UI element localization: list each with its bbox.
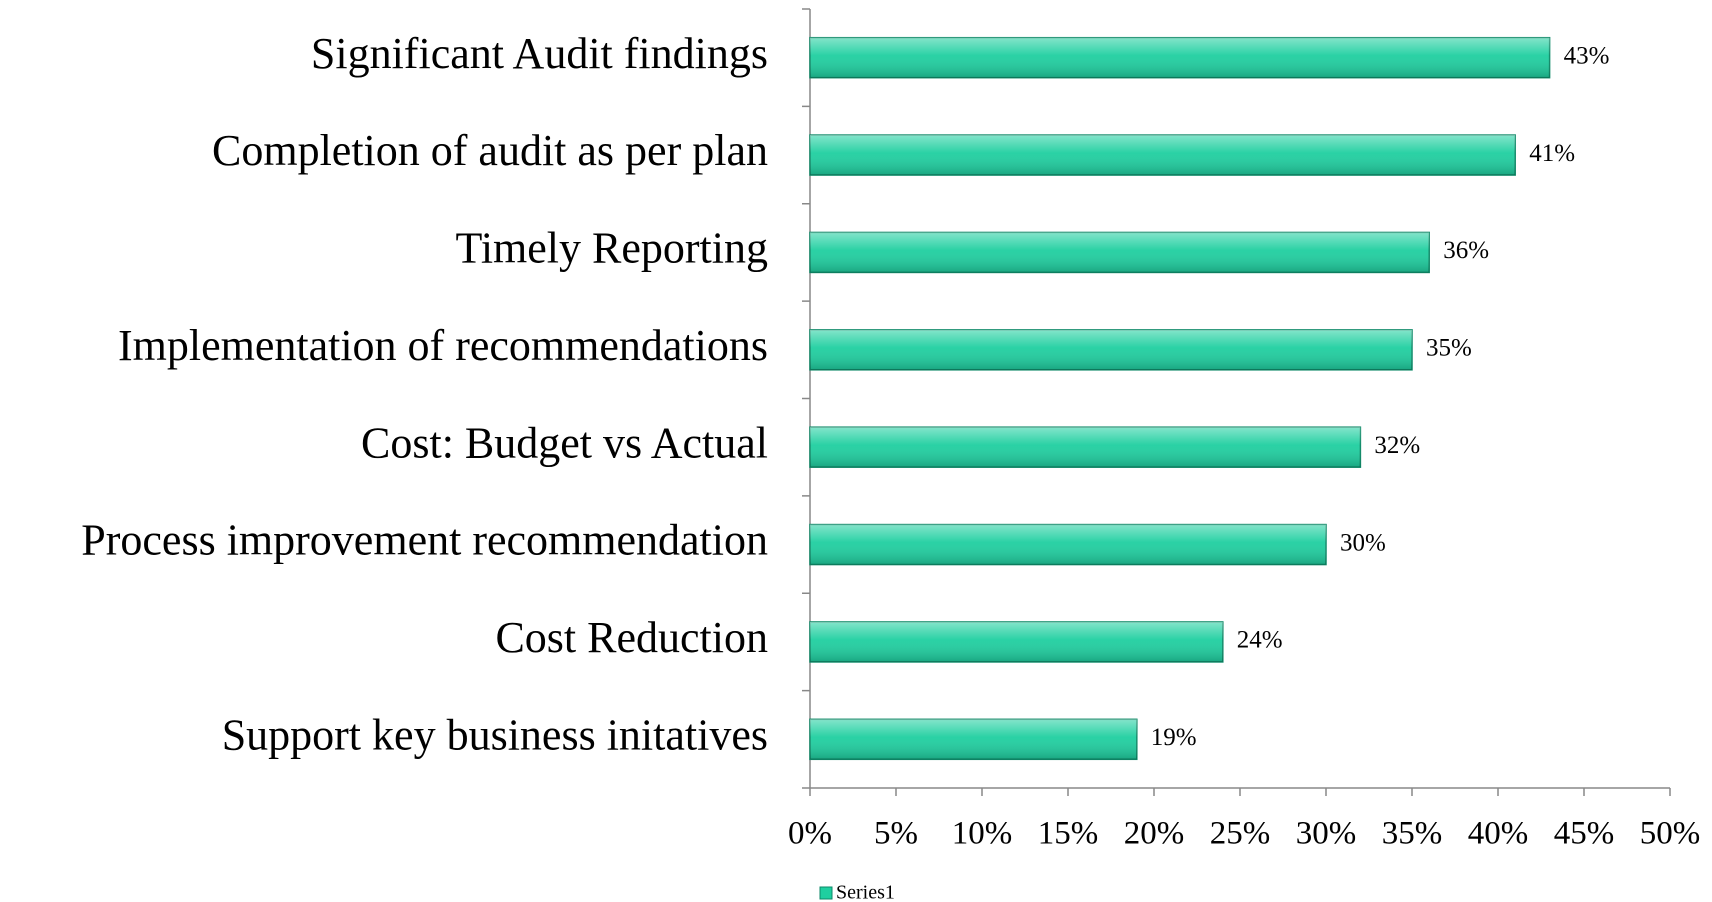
- value-label: 41%: [1529, 140, 1575, 167]
- category-label: Implementation of recommendations: [118, 321, 768, 370]
- bar-shine: [810, 329, 1412, 370]
- legend-swatch: [819, 886, 833, 900]
- category-label: Cost Reduction: [495, 613, 768, 662]
- legend-label: Series1: [836, 882, 895, 902]
- bar-shine: [810, 427, 1361, 468]
- value-label: 32%: [1374, 432, 1420, 459]
- category-label: Timely Reporting: [455, 224, 768, 273]
- x-tick-label: 40%: [1468, 816, 1529, 852]
- bar-shine: [810, 621, 1223, 662]
- value-label: 36%: [1443, 237, 1489, 264]
- category-label: Support key business initatives: [222, 710, 768, 759]
- x-tick-label: 10%: [952, 816, 1013, 852]
- value-label: 24%: [1237, 627, 1283, 654]
- bar-shine: [810, 524, 1326, 565]
- bar-shine: [810, 37, 1550, 78]
- x-tick-label: 5%: [874, 816, 918, 852]
- value-label: 30%: [1340, 529, 1386, 556]
- x-tick-label: 45%: [1554, 816, 1615, 852]
- x-tick-label: 15%: [1038, 816, 1099, 852]
- bar-shine: [810, 135, 1516, 176]
- category-label: Cost: Budget vs Actual: [361, 418, 768, 467]
- x-tick-label: 0%: [788, 816, 832, 852]
- category-label: Significant Audit findings: [311, 29, 768, 78]
- value-label: 35%: [1426, 335, 1472, 362]
- category-label: Completion of audit as per plan: [212, 126, 768, 175]
- x-tick-label: 20%: [1124, 816, 1185, 852]
- x-tick-label: 50%: [1640, 816, 1701, 852]
- bar-shine: [810, 719, 1137, 760]
- category-label: Process improvement recommendation: [81, 516, 768, 565]
- bar-shine: [810, 232, 1430, 273]
- value-label: 43%: [1564, 42, 1610, 69]
- value-label: 19%: [1151, 724, 1197, 751]
- x-tick-label: 25%: [1210, 816, 1271, 852]
- x-tick-label: 35%: [1382, 816, 1443, 852]
- x-tick-label: 30%: [1296, 816, 1357, 852]
